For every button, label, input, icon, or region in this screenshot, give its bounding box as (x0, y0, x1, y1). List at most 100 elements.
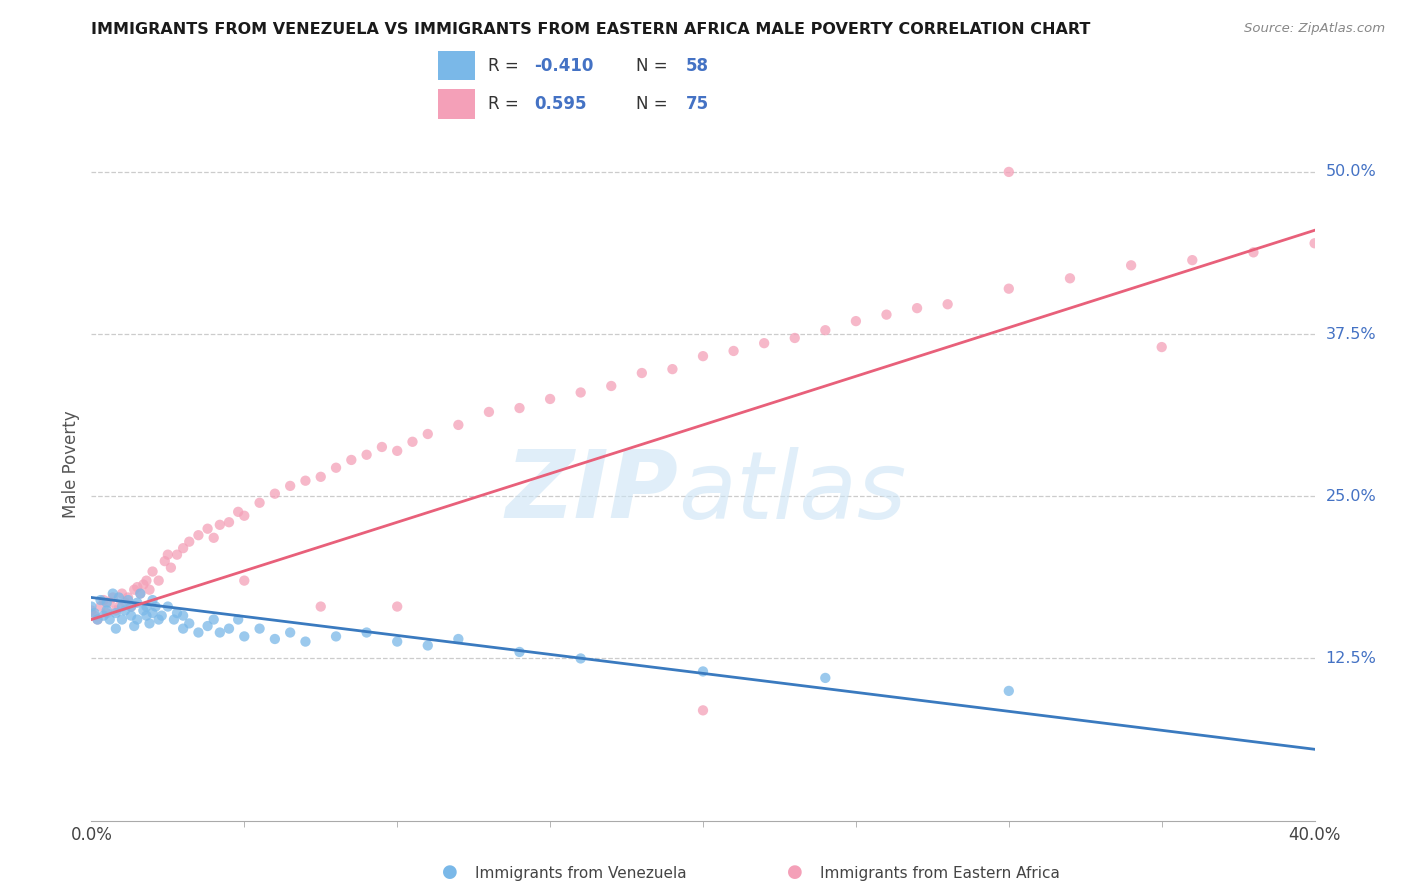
Point (111, 613, 134, 627)
Point (1059, 271, 1081, 285)
Point (385, 634, 409, 648)
Point (692, 349, 714, 363)
Point (96, 603, 118, 617)
Text: N =: N = (636, 95, 673, 113)
Point (340, 453, 363, 467)
Text: 0.595: 0.595 (534, 95, 586, 113)
Text: 25.0%: 25.0% (1326, 489, 1376, 504)
Point (197, 619, 219, 633)
Text: Immigrants from Eastern Africa: Immigrants from Eastern Africa (820, 866, 1060, 881)
Point (356, 625, 378, 640)
Point (631, 366, 654, 380)
Point (1181, 253, 1204, 268)
Point (86, 613, 108, 627)
Point (104, 622, 127, 636)
Point (127, 613, 149, 627)
Text: R =: R = (488, 95, 523, 113)
Text: -0.410: -0.410 (534, 57, 593, 75)
Point (86, 613, 108, 627)
Point (129, 586, 152, 600)
Point (845, 314, 868, 328)
Point (141, 593, 163, 607)
Point (135, 608, 157, 623)
Point (166, 548, 188, 562)
Point (1121, 258, 1143, 272)
Point (120, 599, 142, 614)
Point (80, 603, 103, 617)
Text: 58: 58 (686, 57, 709, 75)
Point (108, 591, 131, 605)
Point (309, 470, 332, 484)
Point (138, 582, 160, 597)
Point (294, 634, 316, 648)
Point (278, 479, 301, 493)
Point (138, 616, 160, 631)
Text: R =: R = (488, 57, 523, 75)
Point (814, 671, 837, 685)
Point (93, 593, 115, 607)
Point (135, 574, 157, 588)
Point (153, 554, 176, 568)
Point (226, 613, 249, 627)
Point (90, 599, 112, 614)
Point (218, 515, 240, 529)
Text: Source: ZipAtlas.com: Source: ZipAtlas.com (1244, 22, 1385, 36)
Point (814, 323, 837, 337)
Point (1150, 340, 1173, 354)
Point (187, 528, 209, 542)
Text: 37.5%: 37.5% (1326, 326, 1376, 342)
Point (294, 474, 316, 488)
Point (447, 632, 470, 646)
Point (90, 593, 112, 607)
Point (416, 427, 439, 442)
Text: ●: ● (441, 863, 458, 881)
Point (187, 625, 209, 640)
Point (202, 531, 225, 545)
Point (156, 548, 179, 562)
Text: N =: N = (636, 57, 673, 75)
Point (111, 586, 134, 600)
Point (1303, 236, 1326, 251)
Text: 75: 75 (686, 95, 709, 113)
Point (538, 392, 561, 406)
Point (875, 308, 898, 322)
Point (166, 606, 188, 620)
Point (127, 580, 149, 594)
Point (356, 448, 378, 462)
Point (122, 582, 145, 597)
Point (264, 486, 287, 500)
Point (150, 608, 173, 623)
Point (509, 645, 531, 659)
Point (120, 599, 142, 614)
Point (172, 541, 194, 556)
Text: ZIP: ZIP (506, 446, 679, 539)
Point (132, 603, 155, 617)
Point (233, 508, 256, 523)
Point (478, 405, 501, 419)
Text: IMMIGRANTS FROM VENEZUELA VS IMMIGRANTS FROM EASTERN AFRICA MALE POVERTY CORRELA: IMMIGRANTS FROM VENEZUELA VS IMMIGRANTS … (91, 22, 1091, 37)
Point (145, 599, 167, 614)
Point (905, 301, 928, 315)
Point (325, 629, 347, 643)
Bar (439, 89, 475, 119)
Point (120, 608, 142, 623)
Point (141, 606, 163, 620)
Point (600, 379, 623, 393)
Point (233, 574, 256, 588)
Y-axis label: Male Poverty: Male Poverty (62, 410, 80, 517)
Point (104, 603, 127, 617)
Point (447, 417, 470, 432)
Point (754, 336, 776, 351)
Point (141, 565, 163, 579)
Bar (439, 51, 475, 80)
Point (172, 608, 194, 623)
Point (83, 608, 105, 623)
Point (208, 517, 231, 532)
Point (148, 613, 170, 627)
Point (148, 574, 170, 588)
Point (278, 625, 301, 640)
Point (226, 505, 249, 519)
Point (218, 622, 240, 636)
Point (83, 606, 105, 620)
Point (569, 651, 592, 665)
